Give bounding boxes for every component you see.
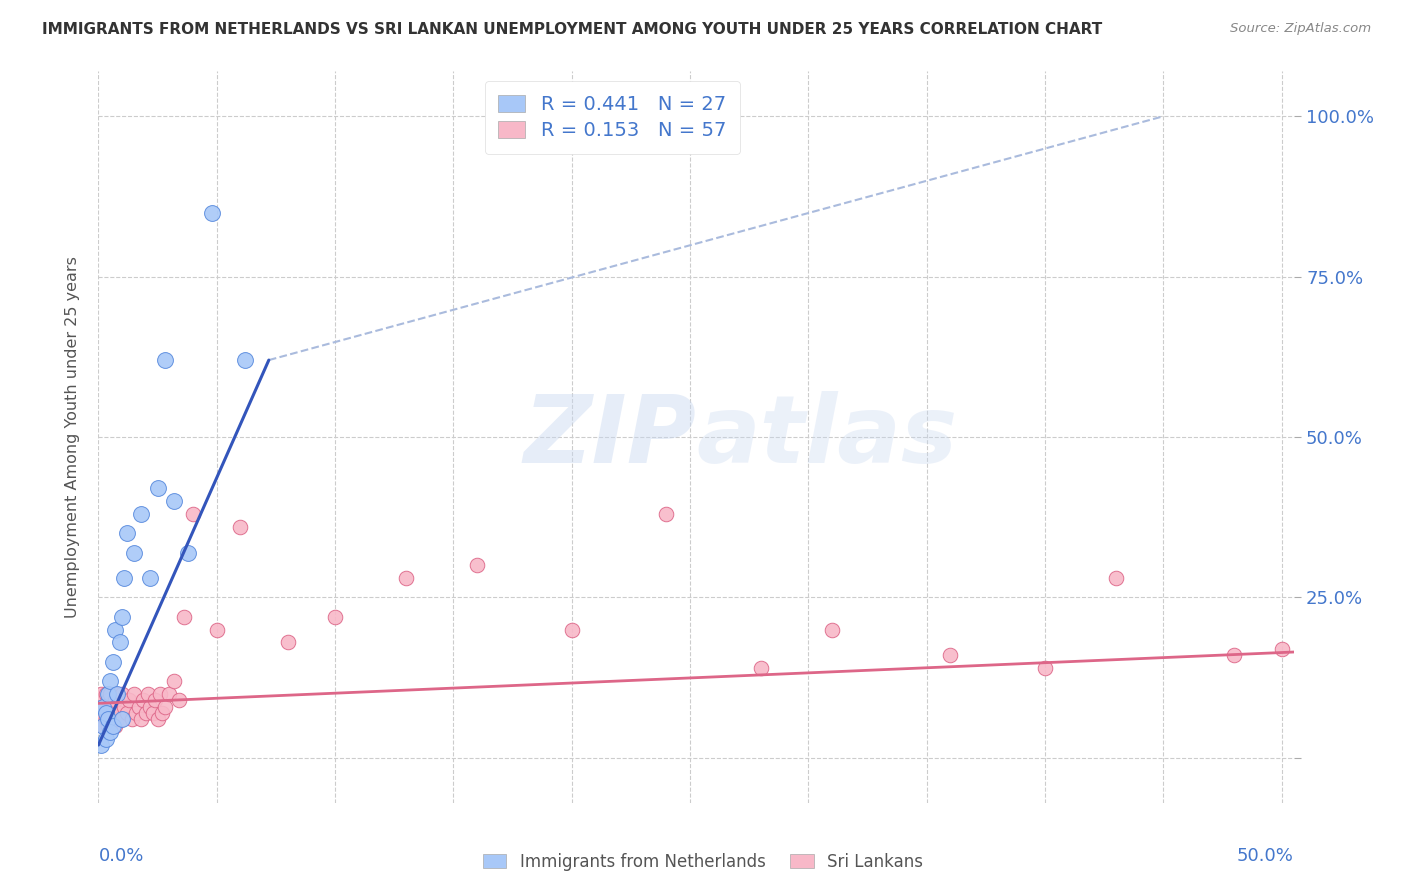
Point bbox=[121, 712, 143, 726]
Point bbox=[90, 738, 112, 752]
Point bbox=[561, 623, 583, 637]
Point bbox=[181, 507, 204, 521]
Point bbox=[163, 673, 186, 688]
Point bbox=[94, 687, 117, 701]
Point bbox=[150, 706, 173, 720]
Point bbox=[143, 693, 166, 707]
Point bbox=[101, 712, 124, 726]
Point bbox=[111, 609, 134, 624]
Point bbox=[229, 520, 252, 534]
Point bbox=[1223, 648, 1246, 663]
Point bbox=[136, 687, 159, 701]
Point bbox=[1271, 641, 1294, 656]
Point bbox=[465, 558, 488, 573]
Point bbox=[749, 661, 772, 675]
Point bbox=[98, 673, 121, 688]
Point bbox=[129, 712, 152, 726]
Point bbox=[132, 693, 155, 707]
Point bbox=[94, 712, 117, 726]
Point bbox=[118, 693, 141, 707]
Point bbox=[655, 507, 678, 521]
Point bbox=[128, 699, 150, 714]
Point bbox=[149, 687, 172, 701]
Point bbox=[91, 699, 114, 714]
Point bbox=[125, 706, 148, 720]
Point bbox=[97, 687, 120, 701]
Point bbox=[97, 712, 120, 726]
Point bbox=[90, 712, 112, 726]
Point bbox=[108, 635, 131, 649]
Point bbox=[90, 687, 112, 701]
Point bbox=[146, 712, 169, 726]
Legend: R = 0.441   N = 27, R = 0.153   N = 57: R = 0.441 N = 27, R = 0.153 N = 57 bbox=[485, 81, 740, 153]
Point bbox=[98, 712, 121, 726]
Point bbox=[395, 571, 418, 585]
Point bbox=[122, 545, 145, 559]
Point bbox=[111, 687, 134, 701]
Point bbox=[98, 687, 121, 701]
Point bbox=[105, 687, 128, 701]
Point bbox=[104, 693, 127, 707]
Point bbox=[205, 623, 228, 637]
Point bbox=[1105, 571, 1128, 585]
Point bbox=[1033, 661, 1056, 675]
Point bbox=[94, 731, 117, 746]
Point bbox=[114, 571, 136, 585]
Point bbox=[139, 699, 162, 714]
Point bbox=[115, 526, 138, 541]
Point bbox=[939, 648, 962, 663]
Point bbox=[91, 719, 114, 733]
Point bbox=[173, 609, 195, 624]
Point bbox=[139, 571, 162, 585]
Point bbox=[115, 706, 138, 720]
Point bbox=[97, 719, 120, 733]
Point bbox=[111, 712, 134, 726]
Point bbox=[153, 353, 176, 368]
Point bbox=[277, 635, 299, 649]
Point bbox=[201, 205, 224, 219]
Point bbox=[142, 706, 165, 720]
Text: 0.0%: 0.0% bbox=[98, 847, 143, 865]
Point bbox=[101, 719, 124, 733]
Point bbox=[129, 507, 152, 521]
Y-axis label: Unemployment Among Youth under 25 years: Unemployment Among Youth under 25 years bbox=[65, 256, 80, 618]
Point bbox=[98, 725, 121, 739]
Point bbox=[163, 494, 186, 508]
Point bbox=[91, 719, 114, 733]
Point bbox=[111, 712, 134, 726]
Point bbox=[323, 609, 346, 624]
Point bbox=[108, 706, 131, 720]
Point bbox=[177, 545, 200, 559]
Point bbox=[167, 693, 190, 707]
Point bbox=[105, 687, 128, 701]
Point bbox=[157, 687, 180, 701]
Point bbox=[101, 655, 124, 669]
Point bbox=[233, 353, 256, 368]
Point bbox=[104, 623, 127, 637]
Point bbox=[104, 719, 127, 733]
Point bbox=[91, 699, 114, 714]
Text: atlas: atlas bbox=[696, 391, 957, 483]
Point bbox=[153, 699, 176, 714]
Point bbox=[821, 623, 844, 637]
Point bbox=[146, 482, 169, 496]
Point bbox=[94, 706, 117, 720]
Point bbox=[114, 699, 136, 714]
Legend: Immigrants from Netherlands, Sri Lankans: Immigrants from Netherlands, Sri Lankans bbox=[475, 845, 931, 880]
Text: 50.0%: 50.0% bbox=[1237, 847, 1294, 865]
Point bbox=[122, 687, 145, 701]
Text: Source: ZipAtlas.com: Source: ZipAtlas.com bbox=[1230, 22, 1371, 36]
Point bbox=[105, 712, 128, 726]
Text: IMMIGRANTS FROM NETHERLANDS VS SRI LANKAN UNEMPLOYMENT AMONG YOUTH UNDER 25 YEAR: IMMIGRANTS FROM NETHERLANDS VS SRI LANKA… bbox=[42, 22, 1102, 37]
Point bbox=[97, 693, 120, 707]
Point bbox=[101, 699, 124, 714]
Text: ZIP: ZIP bbox=[523, 391, 696, 483]
Point bbox=[135, 706, 157, 720]
